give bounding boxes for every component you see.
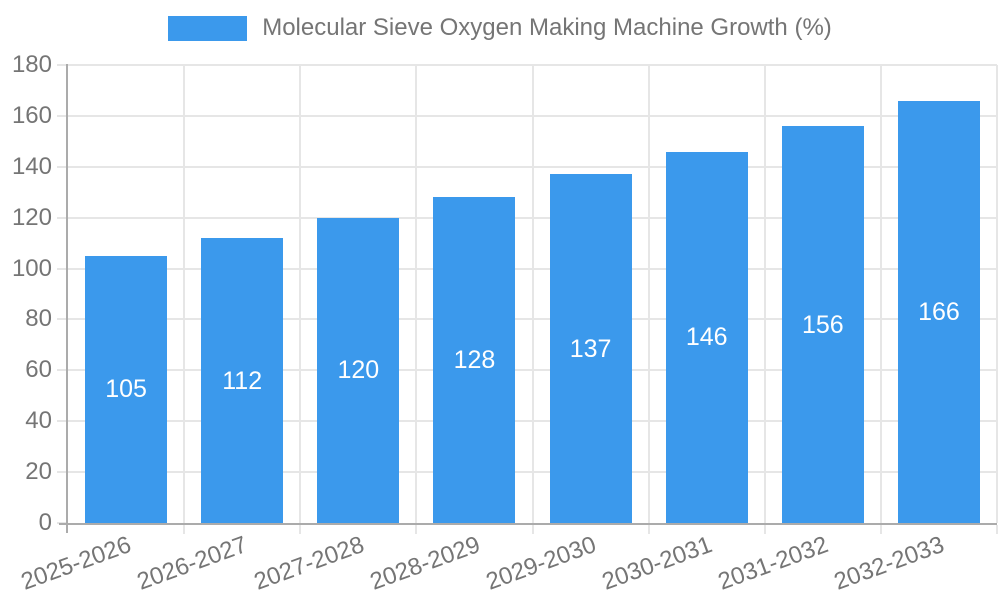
bar-2026-2027[interactable] (201, 238, 284, 523)
x-axis-tick-label: 2032-2033 (830, 531, 948, 596)
y-axis-tick-label: 40 (25, 407, 52, 435)
bar-2031-2032[interactable] (781, 126, 864, 523)
y-axis-tick (57, 420, 67, 423)
y-axis-tick (57, 369, 67, 372)
x-axis-tick (763, 525, 766, 534)
bar-value-label: 146 (685, 323, 728, 352)
x-gridline (647, 65, 650, 523)
x-axis-tick (879, 525, 882, 534)
x-gridline (763, 65, 766, 523)
y-axis-tick (57, 114, 67, 117)
legend-label: Molecular Sieve Oxygen Making Machine Gr… (262, 14, 832, 41)
x-gridline (415, 65, 418, 523)
x-axis-tick (183, 525, 186, 534)
x-axis-tick-label: 2029-2030 (482, 531, 600, 596)
x-gridline (879, 65, 882, 523)
y-axis-tick (57, 64, 67, 66)
bar-2030-2031[interactable] (665, 151, 748, 523)
y-axis-tick-label: 180 (11, 51, 52, 78)
x-gridline (531, 65, 534, 523)
legend-swatch (168, 15, 248, 41)
y-axis-tick-label: 60 (25, 356, 52, 384)
y-axis-tick-label: 120 (11, 203, 52, 231)
x-gridline (996, 65, 998, 523)
x-axis-tick (996, 525, 998, 534)
x-axis-line (59, 523, 997, 525)
x-axis-tick-label: 2028-2029 (366, 531, 484, 596)
x-axis-tick-label: 2031-2032 (714, 531, 832, 596)
y-axis-line (66, 64, 68, 533)
y-axis-tick (57, 318, 67, 321)
y-axis-tick-label: 160 (11, 101, 52, 129)
x-axis-tick-label: 2025-2026 (17, 531, 135, 596)
x-gridline (183, 65, 186, 523)
y-axis-tick (57, 216, 67, 219)
bar-value-label: 137 (569, 334, 612, 363)
bar-2029-2030[interactable] (549, 174, 632, 523)
y-axis-tick-label: 140 (11, 152, 52, 180)
y-axis-tick-label: 20 (25, 458, 52, 486)
bar-value-label: 112 (222, 366, 263, 395)
bar-2025-2026[interactable] (85, 255, 168, 523)
y-axis-tick-label: 80 (25, 305, 52, 333)
bar-value-label: 156 (801, 310, 844, 339)
bar-2028-2029[interactable] (433, 197, 516, 523)
x-axis-tick-label: 2030-2031 (598, 531, 716, 596)
bar-value-label: 166 (918, 297, 960, 326)
x-axis-tick (415, 525, 418, 534)
x-axis-tick-label: 2026-2027 (133, 531, 252, 596)
y-axis-tick-label: 100 (11, 254, 52, 282)
y-axis-tick (57, 471, 67, 474)
x-axis-tick (647, 525, 650, 534)
y-axis-tick-label: 0 (38, 509, 52, 536)
bar-value-label: 120 (337, 356, 380, 385)
y-axis-tick (57, 267, 67, 270)
bar-2027-2028[interactable] (317, 217, 400, 523)
legend[interactable]: Molecular Sieve Oxygen Making Machine Gr… (0, 13, 1000, 43)
x-axis-tick (531, 525, 534, 534)
bar-value-label: 128 (453, 346, 496, 375)
x-axis-tick-label: 2027-2028 (250, 531, 368, 596)
x-gridline (299, 65, 302, 523)
y-axis-tick (57, 165, 67, 168)
bar-2032-2033[interactable] (897, 100, 980, 523)
x-axis-tick (299, 525, 302, 534)
bar-value-label: 105 (105, 375, 147, 404)
